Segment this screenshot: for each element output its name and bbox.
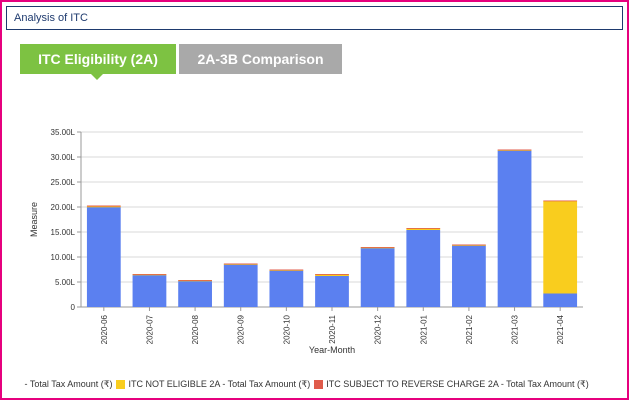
bar-segment-reverse-charge [406, 228, 441, 229]
bar-segment-reverse-charge [360, 247, 395, 248]
bar-segment-eligible [86, 207, 121, 307]
legend-item[interactable]: ITC NOT ELIGIBLE 2A - Total Tax Amount (… [116, 379, 310, 390]
bar-segment-not-eligible [406, 228, 441, 230]
y-axis-label: Measure [29, 202, 39, 237]
bar-segment-reverse-charge [269, 269, 304, 271]
bar-segment-not-eligible [86, 206, 121, 208]
bar-segment-not-eligible [269, 270, 304, 271]
bar-segment-eligible [178, 281, 212, 307]
legend-swatch [116, 380, 126, 389]
x-tick-label: 2020-11 [328, 314, 337, 343]
bar-segment-reverse-charge [452, 244, 486, 246]
bar-segment-not-eligible [497, 150, 532, 151]
chart-legend[interactable]: ITC ELIGIBLE 2A - Total Tax Amount (₹) IT… [24, 378, 614, 392]
legend-label: ITC SUBJECT TO REVERSE CHARGE 2A - Total… [326, 379, 589, 389]
y-tick-label: 15.00L [51, 228, 76, 237]
x-tick-label: 2020-12 [374, 314, 383, 344]
y-tick-label: 35.00L [51, 128, 76, 137]
y-tick-label: 0 [71, 303, 76, 312]
legend-item[interactable]: ITC SUBJECT TO REVERSE CHARGE 2A - Total… [314, 379, 589, 390]
bar-segment-reverse-charge [543, 200, 578, 202]
x-tick-label: 2021-04 [556, 314, 565, 344]
bar-segment-eligible [497, 150, 532, 307]
x-tick-label: 2021-02 [465, 314, 474, 344]
bar-segment-eligible [132, 275, 167, 307]
bar-segment-reverse-charge [132, 274, 167, 275]
y-tick-label: 30.00L [51, 153, 76, 162]
bar-segment-not-eligible [178, 280, 212, 282]
x-tick-label: 2020-08 [191, 314, 200, 344]
bar-segment-not-eligible [452, 245, 486, 246]
y-tick-label: 5.00L [55, 278, 76, 287]
legend-track: ITC ELIGIBLE 2A - Total Tax Amount (₹) IT… [24, 379, 593, 391]
tab-2a-3b-comparison[interactable]: 2A-3B Comparison [179, 44, 342, 74]
x-axis-label: Year-Month [309, 345, 355, 355]
y-tick-label: 10.00L [51, 253, 76, 262]
legend-swatch [314, 380, 324, 389]
bar-segment-reverse-charge [497, 149, 532, 151]
bar-segment-reverse-charge [315, 274, 349, 275]
bar-segment-eligible [452, 245, 486, 307]
y-tick-label: 25.00L [51, 178, 76, 187]
bar-segment-eligible [315, 276, 349, 307]
bar-segment-eligible [269, 270, 304, 307]
bar-segment-reverse-charge [178, 280, 212, 281]
y-tick-label: 20.00L [51, 203, 76, 212]
tab-itc-eligibility[interactable]: ITC Eligibility (2A) [20, 44, 176, 80]
bar-segment-not-eligible [543, 201, 578, 294]
bar-segment-eligible [406, 230, 441, 307]
x-tick-label: 2020-07 [145, 314, 154, 344]
x-tick-label: 2020-10 [282, 314, 291, 344]
bar-segment-not-eligible [315, 274, 349, 276]
x-tick-label: 2021-03 [511, 314, 520, 344]
bar-segment-eligible [223, 264, 258, 307]
bar-segment-reverse-charge [86, 205, 121, 207]
tab-2a-3b-comparison-label: 2A-3B Comparison [197, 51, 324, 67]
bar-segment-eligible [543, 293, 578, 307]
tab-itc-eligibility-label: ITC Eligibility (2A) [38, 51, 158, 67]
section-title: Analysis of ITC [14, 12, 88, 24]
x-tick-label: 2020-09 [237, 314, 246, 344]
section-header: Analysis of ITC [6, 6, 623, 30]
bar-segment-not-eligible [132, 274, 167, 276]
legend-item[interactable]: ITC ELIGIBLE 2A - Total Tax Amount (₹) [24, 379, 112, 390]
legend-label: ITC ELIGIBLE 2A - Total Tax Amount (₹) [24, 379, 113, 389]
bar-segment-eligible [360, 248, 395, 307]
bar-segment-not-eligible [360, 247, 395, 249]
legend-label: ITC NOT ELIGIBLE 2A - Total Tax Amount (… [128, 379, 311, 389]
x-tick-label: 2020-06 [100, 314, 109, 344]
bar-segment-reverse-charge [223, 263, 258, 265]
bar-segment-not-eligible [223, 264, 258, 265]
x-tick-label: 2021-01 [419, 314, 428, 344]
